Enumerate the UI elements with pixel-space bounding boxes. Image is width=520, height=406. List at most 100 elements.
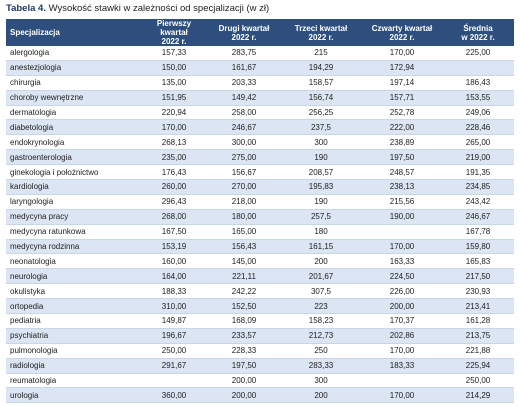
rate-cell: 158,23 [280,313,362,329]
rate-cell: 215,56 [362,194,442,210]
rate-cell: 156,74 [280,90,362,106]
table-row: medycyna rodzinna 153,19 156,43 161,15 170,0… [6,239,514,255]
column-header: Pierwszy kwartał 2022 r. [140,19,208,46]
rate-cell [442,60,514,76]
rate-cell: 283,75 [208,46,280,61]
rate-cell: 168,09 [208,313,280,329]
rate-cell: 249,06 [442,105,514,121]
specialization: diabetologia [6,119,140,136]
rate-cell: 360,00 [140,387,208,404]
rate-cell: 283,33 [280,358,362,374]
table-row: reumatologia 200,00 300 250,00 [6,373,514,389]
header-row: Specjalizacja Pierwszy kwartał 2022 r. Dru… [6,19,514,46]
rate-cell: 218,00 [208,194,280,210]
table-row: endokrynologia 268,13 300,00 300 238,89 265,0… [6,134,514,151]
specialization: ortopedia [6,298,140,315]
specialization: kardiologia [6,179,140,195]
table-row: choroby wewnętrzne 151,95 149,42 156,74 157,… [6,90,514,106]
table-row: chirurgia 135,00 203,33 158,57 197,14 186,43 [6,75,514,91]
rate-cell: 202,86 [362,328,442,344]
rate-cell: 196,67 [140,328,208,344]
rate-cell: 226,00 [362,283,442,300]
specialization: psychiatria [6,328,140,344]
rate-cell: 222,00 [362,119,442,136]
rate-cell: 167,50 [140,224,208,240]
rate-cell: 238,89 [362,134,442,151]
column-header: Specjalizacja [6,19,140,46]
table-row: medycyna ratunkowa 167,50 165,00 180 167,78 [6,224,514,240]
table-row: medycyna pracy 268,00 180,00 257,5 190,00 246… [6,209,514,225]
rate-cell: 197,50 [208,358,280,374]
rate-cell: 228,46 [442,119,514,136]
specialization: pulmonologia [6,343,140,359]
rate-cell: 250,00 [140,343,208,359]
column-header: Średnia w 2022 r. [442,19,514,46]
rate-cell: 213,41 [442,298,514,315]
rate-cell: 250,00 [442,373,514,389]
rate-cell: 170,00 [362,46,442,61]
rate-cell: 170,00 [140,119,208,136]
column-header: Czwarty kwartał 2022 r. [362,19,442,46]
rate-cell: 200,00 [208,387,280,404]
rate-cell: 186,43 [442,75,514,91]
rate-cell: 235,00 [140,149,208,166]
table-row: alergologia 157,33 283,75 215 170,00 225,00 [6,46,514,61]
specialization: endokrynologia [6,134,140,151]
table-row: laryngologia 296,43 218,00 190 215,56 243,42 [6,194,514,210]
table-row: kardiologia 260,00 270,00 195,83 238,13 234,8… [6,179,514,195]
rate-cell: 225,94 [442,358,514,374]
specialization: medycyna rodzinna [6,239,140,255]
rate-cell: 135,00 [140,75,208,91]
rate-cell: 268,13 [140,134,208,151]
specialization: pediatria [6,313,140,329]
rate-cell: 194,29 [280,60,362,76]
rate-cell: 191,35 [442,164,514,181]
table-row: ortopedia 310,00 152,50 223 200,00 213,41 [6,298,514,315]
rate-cell: 161,67 [208,60,280,76]
table-row: radiologia 291,67 197,50 283,33 183,33 225,94 [6,358,514,374]
rate-cell: 200,00 [208,373,280,389]
rate-cell: 221,88 [442,343,514,359]
rate-cell: 230,93 [442,283,514,300]
rate-cell: 265,00 [442,134,514,151]
rate-cell: 197,50 [362,149,442,166]
rate-cell: 250 [280,343,362,359]
rate-cell: 200,00 [362,298,442,315]
rate-cell: 170,37 [362,313,442,329]
rate-cell: 257,5 [280,209,362,225]
rate-cell: 215 [280,46,362,61]
table-body: alergologia 157,33 283,75 215 170,00 225,00 an… [6,46,514,404]
rate-cell: 246,67 [442,209,514,225]
rate-cell: 307,5 [280,283,362,300]
rate-cell: 161,28 [442,313,514,329]
rate-cell: 300 [280,373,362,389]
rate-cell: 153,19 [140,239,208,255]
rate-cell: 190 [280,149,362,166]
table-row: dermatologia 220,94 258,00 256,25 252,78 249,… [6,105,514,121]
rate-cell: 190 [280,194,362,210]
rate-cell: 197,14 [362,75,442,91]
rate-cell: 195,83 [280,179,362,195]
table-row: psychiatria 196,67 233,57 212,73 202,86 213,7… [6,328,514,344]
rate-cell: 228,33 [208,343,280,359]
rate-cell: 180 [280,224,362,240]
rate-cell: 165,83 [442,253,514,270]
rate-cell: 157,33 [140,46,208,61]
rate-cell: 246,67 [208,119,280,136]
rate-cell: 258,00 [208,105,280,121]
table-row: neonatologia 160,00 145,00 200 163,33 165,83 [6,253,514,270]
rate-cell: 200 [280,253,362,270]
table-row: gastroenterologia 235,00 275,00 190 197,50 21… [6,149,514,166]
rate-cell: 213,75 [442,328,514,344]
specialization: neurologia [6,268,140,285]
rate-cell: 200 [280,387,362,404]
rate-cell: 237,5 [280,119,362,136]
rate-cell: 151,95 [140,90,208,106]
table-row: diabetologia 170,00 246,67 237,5 222,00 228,4… [6,119,514,136]
rate-cell: 150,00 [140,60,208,76]
column-header: Trzeci kwartał 2022 r. [280,19,362,46]
rate-cell: 161,15 [280,239,362,255]
rate-cell: 242,22 [208,283,280,300]
specialization: chirurgia [6,75,140,91]
rate-cell: 224,50 [362,268,442,285]
